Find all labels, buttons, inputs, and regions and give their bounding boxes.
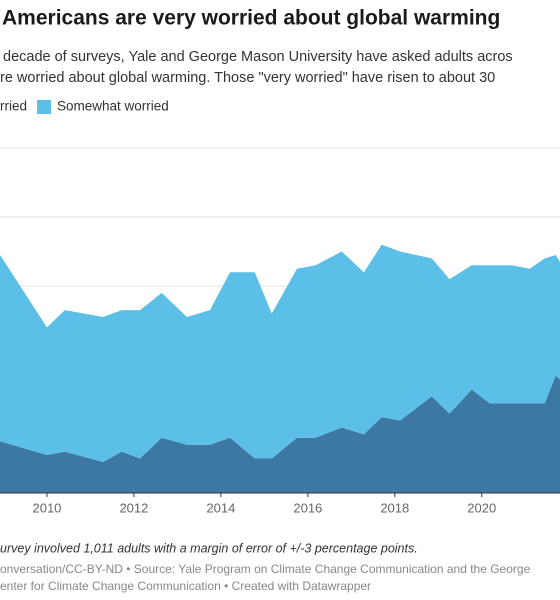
x-tick-label: 2012 bbox=[119, 500, 148, 515]
note: urvey involved 1,011 adults with a margi… bbox=[0, 541, 418, 555]
chart-title: Americans are very worried about global … bbox=[2, 7, 500, 30]
x-tick-label: 2016 bbox=[293, 500, 322, 515]
area bbox=[0, 244, 560, 462]
subtitle: re worried about global warming. Those "… bbox=[0, 70, 495, 86]
source: enter for Climate Change Communication •… bbox=[0, 579, 371, 593]
legend-swatch bbox=[37, 100, 51, 114]
area bbox=[0, 375, 560, 493]
x-tick-label: 2010 bbox=[32, 500, 61, 515]
x-tick-label: 2014 bbox=[206, 500, 235, 515]
x-tick-label: 2018 bbox=[380, 500, 409, 515]
subtitle: decade of surveys, Yale and George Mason… bbox=[3, 49, 513, 65]
legend-label: Somewhat worried bbox=[57, 99, 169, 114]
source: onversation/CC-BY-ND • Source: Yale Prog… bbox=[0, 562, 531, 576]
legend-label: rried bbox=[0, 99, 27, 114]
x-tick-label: 2020 bbox=[467, 500, 496, 515]
